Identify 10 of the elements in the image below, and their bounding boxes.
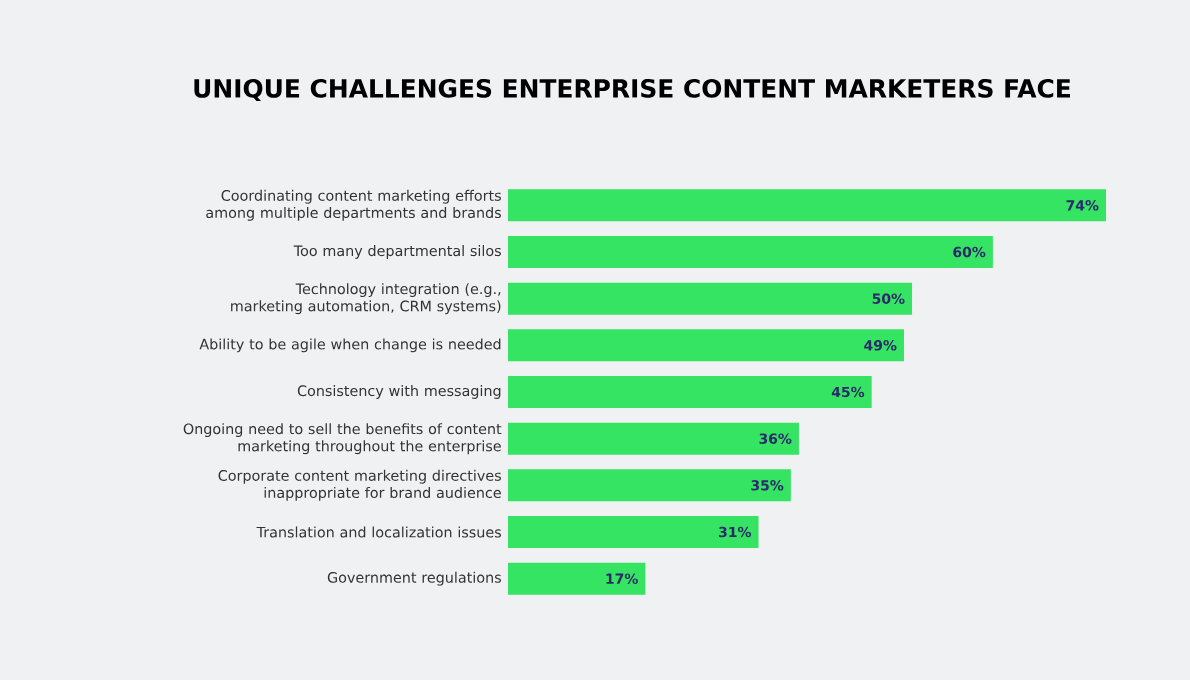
bar	[508, 562, 646, 595]
bar	[508, 282, 913, 315]
chart-title: UNIQUE CHALLENGES ENTERPRISE CONTENT MARKETERS FACE	[194, 78, 1070, 102]
bar	[508, 376, 872, 408]
bar	[508, 329, 904, 362]
bar	[508, 236, 993, 268]
bar	[508, 516, 759, 549]
bar	[508, 189, 1107, 222]
bar	[508, 469, 791, 502]
bar	[508, 422, 799, 455]
